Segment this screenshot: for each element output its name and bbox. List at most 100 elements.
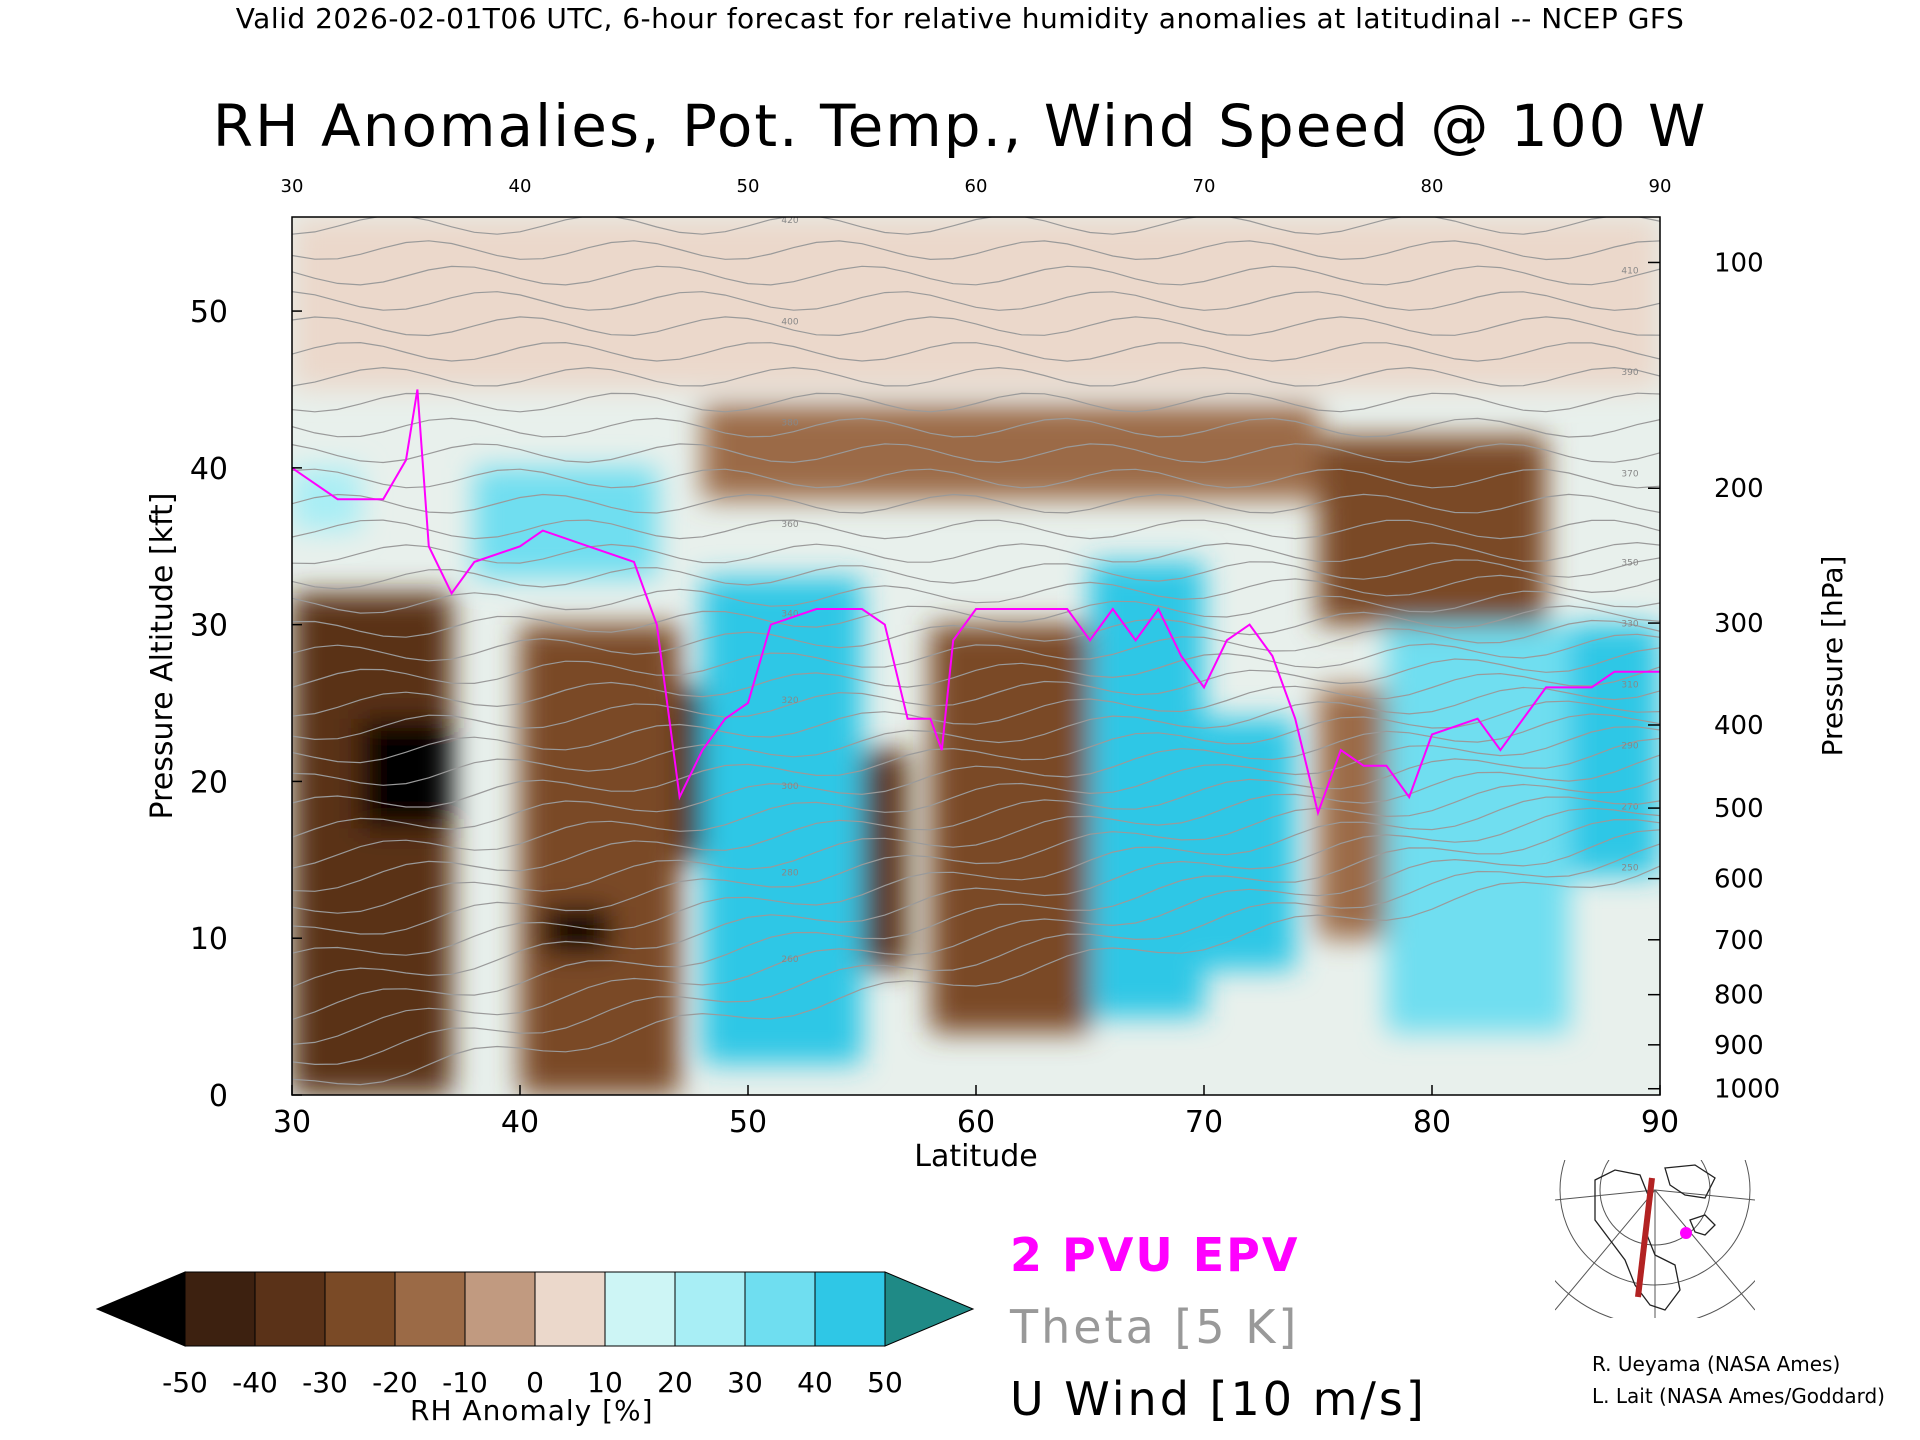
theta-contour: [292, 633, 1660, 717]
credit-line-1: R. Ueyama (NASA Ames): [1592, 1352, 1841, 1376]
y-tick-label: 10: [190, 922, 228, 957]
colorbar-swatch: [814, 1271, 886, 1347]
pressure-tick-label: 700: [1714, 926, 1764, 956]
colorbar-swatch: [324, 1271, 396, 1347]
theta-contour-label: 280: [781, 869, 798, 879]
theta-contour: [292, 843, 1660, 1066]
theta-contour: [292, 265, 1660, 286]
y-axis-right: 100 200 300 400 500 600 700 800 900 1000: [1648, 248, 1780, 1105]
theta-contour: [292, 493, 1660, 514]
locator-marker: [1680, 1227, 1692, 1239]
theta-contour: [292, 316, 1660, 337]
x-tick-label: 90: [1641, 1105, 1679, 1140]
theta-contour: [292, 417, 1660, 438]
x-tick-label: 50: [729, 1105, 767, 1140]
theta-contour: [292, 217, 1660, 235]
theta-contour: [292, 590, 1660, 638]
top-tick-label: 90: [1649, 176, 1672, 197]
plot-area: 250 260 270 280 290 300 310 320 330 340 350 360 370 3…: [291, 216, 1661, 1096]
colorbar-tick-label: 50: [867, 1366, 903, 1399]
pvu-layer: [292, 389, 1660, 817]
colorbar-swatch: [464, 1271, 536, 1347]
rh-anomaly-cell: [702, 405, 1318, 500]
legend-pvu: 2 PVU EPV: [1010, 1228, 1300, 1282]
rh-anomaly-field: [292, 217, 1660, 1095]
theta-contours: 250 260 270 280 290 300 310 320 330 340 350 360 370 3…: [292, 217, 1660, 1086]
top-tick-label: 60: [965, 176, 988, 197]
rh-anomaly-cell: [1204, 718, 1296, 970]
theta-contour-label: 390: [1621, 368, 1638, 378]
colorbar-swatch: [674, 1271, 746, 1347]
locator-coastline: [1664, 1164, 1716, 1199]
colorbar-tick-label: -30: [302, 1366, 348, 1399]
rh-anomaly-cell: [1568, 624, 1660, 876]
locator-meridian: [1654, 1189, 1755, 1201]
x-tick-label: 70: [1185, 1105, 1223, 1140]
pressure-tick-label: 1000: [1714, 1075, 1780, 1105]
top-tick-label: 50: [737, 176, 760, 197]
theta-contour-label: 300: [781, 782, 798, 792]
theta-contour: [292, 341, 1660, 362]
theta-contour-label: 270: [1621, 802, 1638, 812]
pressure-tick-label: 100: [1714, 248, 1764, 278]
theta-contour: [292, 829, 1660, 1045]
theta-contour-label: 370: [1621, 469, 1638, 479]
rh-anomaly-cell: [1090, 561, 1204, 1017]
theta-contour-label: 330: [1621, 619, 1638, 629]
rh-anomaly-cell: [930, 624, 1090, 1033]
rh-anomaly-cell: [520, 624, 680, 1095]
theta-contour: [292, 443, 1660, 464]
theta-contour: [292, 605, 1660, 662]
theta-contour: [292, 366, 1660, 387]
theta-contour: [292, 647, 1660, 741]
theta-contour-label: 320: [781, 696, 798, 706]
theta-contour: [292, 818, 1660, 1021]
locator-coastline: [1689, 1214, 1716, 1236]
theta-contour: [292, 240, 1660, 261]
rh-anomaly-cell: [862, 750, 908, 970]
y-tick-label: 30: [190, 609, 228, 644]
y-tick-label: 0: [209, 1079, 228, 1114]
colorbar-tick-label: 40: [797, 1366, 833, 1399]
theta-contour: [292, 468, 1660, 489]
top-tick-label: 40: [509, 176, 532, 197]
theta-contour: [292, 392, 1660, 413]
theta-contour: [292, 726, 1660, 869]
theta-contour-label: 260: [781, 955, 798, 965]
theta-contour: [292, 519, 1660, 540]
rh-anomaly-cell: [292, 217, 1660, 390]
rh-anomaly-cell: [1318, 687, 1387, 939]
locator-meridian: [1654, 1189, 1755, 1311]
x-axis: 30 40 50 60 70 80 90: [273, 1085, 1679, 1140]
legend-u-wind: U Wind [10 m/s]: [1010, 1372, 1427, 1426]
colorbar: -50 -40 -30 -20 -10 0 10 20 30 40 50: [95, 1271, 975, 1399]
pressure-tick-label: 800: [1714, 981, 1764, 1011]
top-axis: 30 40 50 60 70 80 90: [281, 176, 1672, 197]
theta-contour: [292, 619, 1660, 688]
locator-map: [1555, 1160, 1755, 1318]
theta-contour-label: 290: [1621, 741, 1638, 751]
colorbar-tick-label: 0: [526, 1366, 544, 1399]
theta-contour: [292, 807, 1660, 988]
colorbar-swatch: [604, 1271, 676, 1347]
y-axis-label-left: Pressure Altitude [kft]: [145, 493, 180, 820]
theta-contour: [292, 557, 1660, 590]
colorbar-swatch: [534, 1271, 606, 1347]
colorbar-tick-label: -20: [372, 1366, 418, 1399]
theta-contour-label: 360: [781, 520, 798, 530]
colorbar-swatch: [394, 1271, 466, 1347]
x-tick-label: 80: [1413, 1105, 1451, 1140]
rh-anomaly-cell: [1318, 436, 1546, 625]
credit-line-2: L. Lait (NASA Ames/Goddard): [1592, 1384, 1885, 1408]
locator-section-line: [1635, 1177, 1655, 1298]
theta-contour-label: 340: [781, 609, 798, 619]
valid-time-line: Valid 2026-02-01T06 UTC, 6-hour forecast…: [235, 2, 1685, 35]
colorbar-tick-label: 20: [657, 1366, 693, 1399]
theta-contour: [292, 541, 1660, 565]
rh-anomaly-cell: [360, 718, 452, 829]
theta-contour: [292, 777, 1660, 935]
locator-coastline: [1594, 1169, 1681, 1311]
pressure-tick-label: 500: [1714, 794, 1764, 824]
pressure-tick-label: 200: [1714, 474, 1764, 504]
theta-contour: [292, 700, 1660, 808]
